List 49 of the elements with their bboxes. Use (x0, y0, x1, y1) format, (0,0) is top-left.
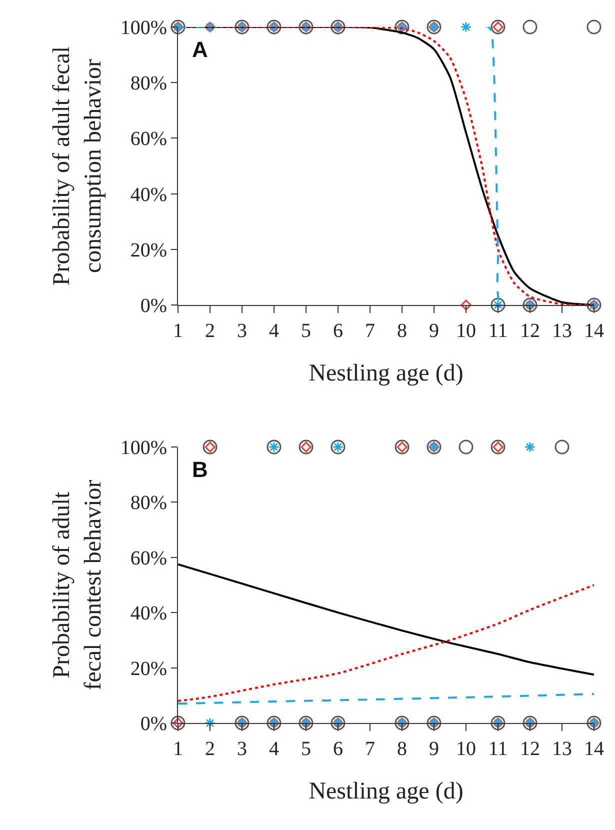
x-tick-label: 8 (397, 738, 407, 760)
y-tick-label: 40% (130, 184, 167, 206)
y-tick-label: 100% (120, 17, 167, 39)
x-tick-label: 10 (456, 320, 476, 342)
y-tick-label: 0% (140, 295, 167, 317)
y-tick-label: 0% (140, 713, 167, 735)
annotation: B (192, 457, 208, 482)
x-tick-label: 5 (301, 738, 311, 760)
x-tick-label: 12 (520, 738, 540, 760)
x-tick-label: 1 (173, 738, 183, 760)
y-tick-label: 60% (130, 547, 167, 570)
x-tick-label: 4 (269, 320, 279, 342)
x-tick-label: 9 (429, 320, 439, 342)
x-tick-label: 11 (488, 320, 508, 342)
x-tick-label: 13 (552, 320, 572, 342)
y-axis-title: Probability of adult fecal consumption behavior (49, 46, 106, 286)
x-tick-label: 6 (333, 320, 343, 342)
line-series (178, 693, 594, 705)
x-tick-label: 8 (397, 320, 407, 342)
x-tick-label: 6 (333, 738, 343, 760)
x-tick-label: 14 (584, 738, 604, 760)
x-tick-label: 12 (520, 320, 540, 342)
x-tick-label: 2 (205, 320, 215, 342)
y-tick-label: 100% (120, 437, 167, 459)
x-tick-label: 3 (237, 320, 247, 342)
line-series (178, 563, 594, 676)
y-tick-label: 80% (130, 492, 167, 514)
x-tick-label: 14 (584, 320, 604, 342)
x-tick-label: 9 (429, 738, 439, 760)
annotation: A (192, 37, 208, 62)
x-tick-label: 7 (365, 320, 375, 342)
x-tick-label: 10 (456, 738, 476, 760)
y-tick-label: 40% (130, 602, 167, 625)
x-tick-label: 7 (365, 738, 375, 760)
x-tick-label: 13 (552, 738, 572, 760)
y-tick-label: 20% (130, 239, 167, 262)
x-tick-label: 11 (488, 738, 508, 760)
x-tick-label: 4 (269, 738, 279, 760)
y-axis-title: Probability of adult fecal contest behavior (49, 480, 106, 690)
x-axis-title: Nestling age (d) (308, 778, 464, 804)
y-tick-label: 60% (130, 128, 167, 150)
x-tick-label: 5 (301, 320, 311, 342)
line-series (178, 584, 594, 702)
y-tick-label: 80% (130, 72, 167, 95)
x-tick-label: 2 (205, 738, 215, 760)
y-tick-label: 20% (130, 658, 167, 680)
x-tick-label: 3 (237, 738, 247, 760)
x-tick-label: 1 (173, 320, 183, 342)
x-axis-title: Nestling age (d) (308, 360, 464, 386)
